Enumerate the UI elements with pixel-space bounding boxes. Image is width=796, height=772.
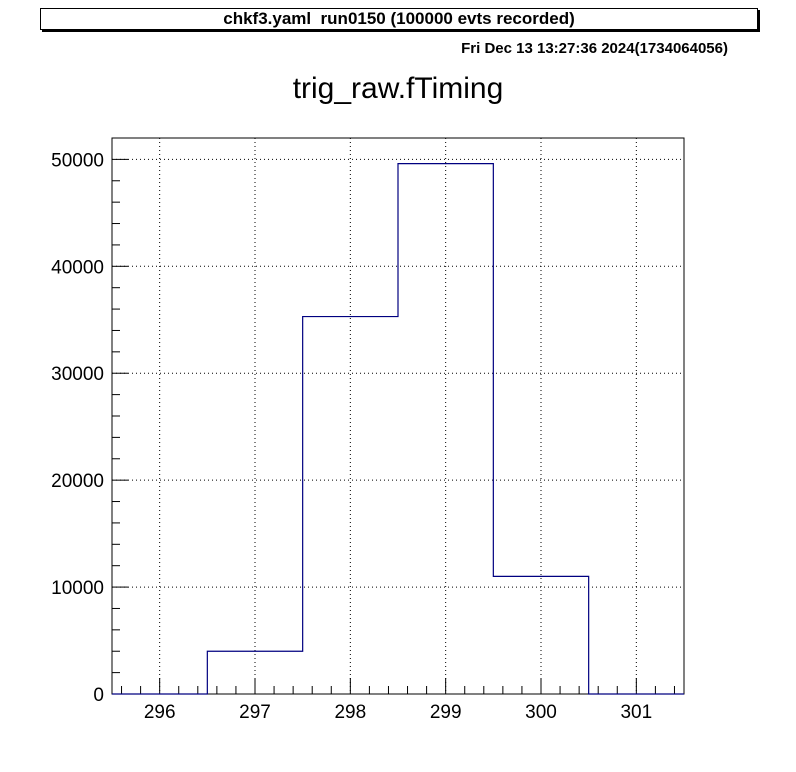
- tick-labels: 296 297 298 299 300 301 0 10000 20000 30000 40000 5…: [51, 150, 652, 723]
- timestamp: Fri Dec 13 13:27:36 2024(1734064056): [461, 40, 728, 57]
- x-tick-label: 301: [620, 702, 652, 723]
- x-tick-label: 296: [144, 702, 176, 723]
- y-tick-label: 40000: [51, 257, 104, 278]
- x-tick-label: 297: [239, 702, 271, 723]
- run-info-header: chkf3.yaml run0150 (100000 evts recorded…: [40, 8, 758, 30]
- axis-ticks: [112, 137, 675, 695]
- chart-title: trig_raw.fTiming: [292, 72, 504, 105]
- x-tick-label: 300: [525, 702, 557, 723]
- histogram-line: [112, 163, 684, 695]
- x-tick-label: 298: [334, 702, 366, 723]
- y-tick-label: 0: [93, 685, 104, 706]
- x-tick-label: 299: [430, 702, 462, 723]
- y-tick-label: 50000: [51, 150, 104, 171]
- y-tick-label: 20000: [51, 471, 104, 492]
- y-tick-label: 10000: [51, 578, 104, 599]
- y-tick-label: 30000: [51, 364, 104, 385]
